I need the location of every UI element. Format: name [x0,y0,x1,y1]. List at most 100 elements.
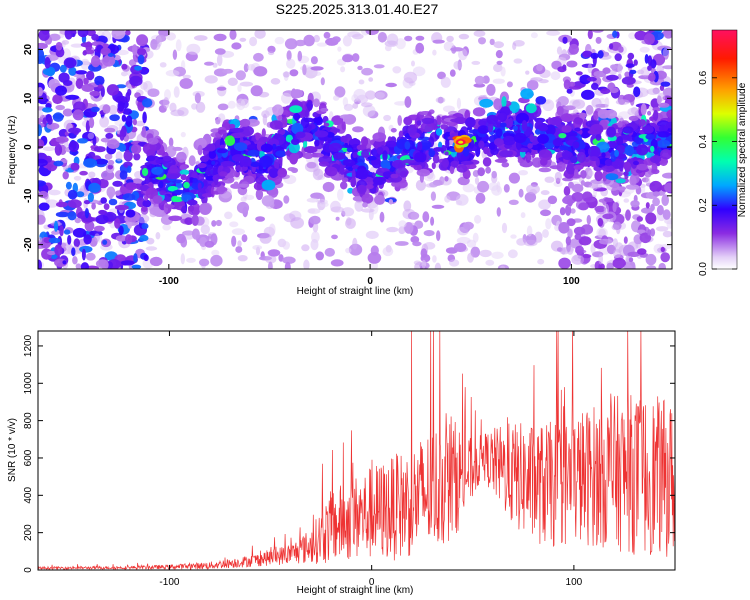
heatmap-cell [462,147,470,157]
heatmap-cell [204,61,214,66]
heatmap-cell [149,206,164,216]
heatmap-cell [241,234,248,243]
heatmap-cell [538,125,549,132]
heatmap-cell [653,109,659,122]
heatmap-cell [115,151,123,162]
heatmap-cell [56,201,68,208]
heatmap-cell [311,231,320,243]
heatmap-cell [121,114,127,122]
heatmap-cell [131,264,142,269]
heatmap-cell [377,32,387,43]
heatmap-cell [622,126,634,134]
heatmap-cell [51,230,60,235]
heatmap-cell [195,101,206,113]
heatmap-cell [231,235,237,247]
heatmap-cell [606,140,618,148]
heatmap-cell [458,48,468,61]
heatmap-cell [520,212,526,219]
heatmap-cell [645,202,650,209]
heatmap-cell [372,176,387,185]
heatmap-cell [38,259,42,269]
heatmap-cell [632,156,638,162]
heatmap-cell [239,118,251,127]
heatmap-cell [125,115,133,127]
heatmap-cell [313,116,324,126]
heatmap-cell [648,72,656,82]
heatmap-cell [301,244,310,252]
heatmap-cell [54,143,63,156]
heatmap-cell [200,155,209,162]
heatmap-cell [644,54,649,64]
heatmap-cell [623,264,633,269]
heatmap-cell [438,141,443,149]
heatmap-cell [105,132,114,139]
heatmap-cell [63,57,77,69]
heatmap-cell [197,144,203,156]
heatmap-cell [560,113,573,123]
heatmap-cell [561,125,572,133]
heatmap-cell [282,117,288,125]
heatmap-cell [602,213,614,220]
heatmap-cell [67,189,78,200]
heatmap-cell [142,111,147,124]
heatmap-cell [437,71,446,80]
heatmap-cell [423,242,436,250]
heatmap-cell [186,257,196,263]
heatmap-cell [282,256,296,264]
heatmap-cell [83,77,89,85]
heatmap-cell [482,94,488,100]
heatmap-cell [488,182,499,191]
heatmap-cell [421,259,427,269]
heatmap-cell [610,64,618,70]
colorbar-tick-label: 0.0 [698,262,709,276]
heatmap-cell [559,145,569,151]
heatmap-cell [556,106,564,116]
heatmap-cell [236,183,250,188]
heatmap-cell [361,67,373,76]
heatmap-cell [250,85,263,97]
heatmap-cell [639,46,650,53]
heatmap-cell [55,85,67,96]
heatmap-cell [637,248,647,255]
heatmap-cell [588,183,603,189]
heatmap-cell [561,247,566,255]
heatmap-cell [312,168,324,181]
heatmap-cell [616,186,627,191]
heatmap-cell [341,207,355,217]
heatmap-cell [162,224,171,231]
heatmap-cell [474,214,482,224]
heatmap-cell [83,234,92,245]
heatmap-cell [382,246,394,257]
heatmap-cell [612,202,617,213]
heatmap-cell [444,195,451,203]
heatmap-cell [473,83,486,88]
heatmap-cell [141,126,146,138]
heatmap-cell [59,64,67,73]
heatmap-cell [568,43,579,55]
x-tick-label: 0 [367,276,373,287]
heatmap-cell [339,114,353,119]
heatmap-cell [342,35,352,47]
heatmap-cell [660,149,672,160]
heatmap-cell [308,208,316,214]
heatmap-cell [566,163,576,175]
heatmap-cell [566,60,578,68]
heatmap-cell [404,96,412,108]
heatmap-cell [617,62,623,75]
heatmap-cell [235,70,246,81]
heatmap-cell [77,30,89,38]
heatmap-cell [453,242,467,252]
y-tick-label: 20 [23,44,34,56]
heatmap-cell [252,106,262,111]
heatmap-cell [656,139,671,148]
heatmap-cell [146,155,156,162]
heatmap-cell [122,108,133,115]
heatmap-cell [420,121,435,133]
heatmap-cell [44,57,51,69]
heatmap-cell [435,97,446,104]
heatmap-cell [83,200,91,205]
heatmap-cell [108,104,118,115]
heatmap-cell [65,94,80,100]
heatmap-cell [145,246,158,251]
heatmap-cell [340,181,348,190]
